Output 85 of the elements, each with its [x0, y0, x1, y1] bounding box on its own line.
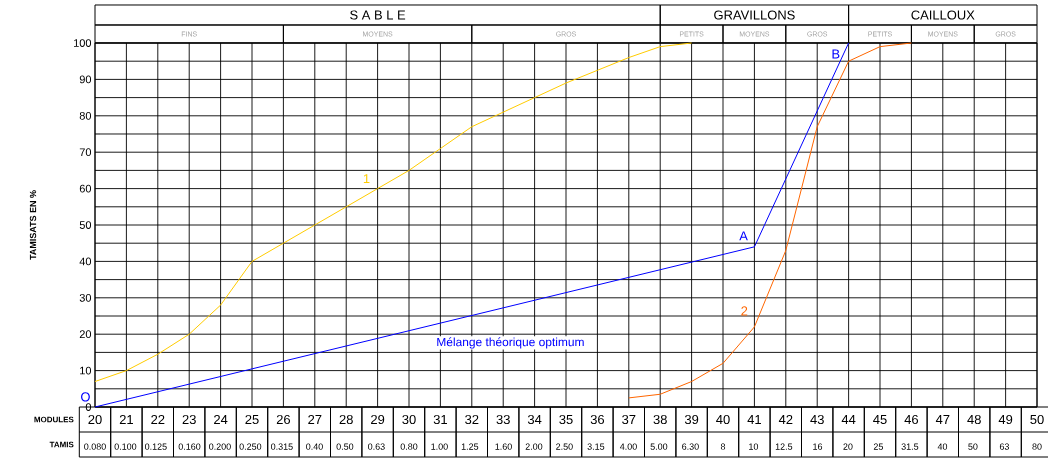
x2-tick-label: 2.50 — [556, 443, 573, 450]
x2-tick-label: 80 — [1032, 443, 1042, 450]
x2-tick-label: 10 — [749, 443, 759, 450]
y-tick-label: 80 — [79, 111, 92, 120]
x-tick-label: 42 — [778, 414, 793, 425]
text: CAILLOUX — [911, 10, 975, 20]
x2-tick-label: 12.5 — [775, 443, 793, 450]
text: S A B L E — [350, 10, 406, 20]
x2-tick-label: 8 — [720, 443, 726, 450]
x2-tick-label: 0.250 — [239, 443, 262, 450]
y-tick-label: 20 — [79, 330, 92, 339]
x-tick-label: 22 — [151, 414, 165, 425]
x-tick-label: 41 — [747, 415, 761, 424]
series-label: 2 — [741, 306, 748, 316]
x-tick-label: 49 — [998, 414, 1013, 425]
x-tick-label: 26 — [276, 414, 291, 425]
series-label: Mélange théorique optimum — [437, 337, 584, 349]
x-tick-label: 31 — [433, 414, 447, 425]
x2-tick-label: 1.60 — [495, 443, 512, 450]
y-tick-label: 100 — [74, 39, 92, 47]
x2-tick-label: 0.50 — [336, 443, 354, 450]
x-tick-label: 21 — [119, 414, 133, 425]
x-tick-label: 38 — [653, 414, 667, 425]
y-tick-label: 30 — [79, 293, 92, 302]
x2-tick-label: 0.160 — [178, 443, 201, 450]
x2-tick-label: 50 — [968, 443, 978, 450]
series-label: 1 — [363, 174, 370, 184]
x-tick-label: 28 — [339, 414, 353, 425]
x2-tick-label: 16 — [813, 443, 823, 450]
x2-tick-label: 0.125 — [144, 443, 167, 450]
x-tick-label: 43 — [810, 414, 824, 425]
x-tick-label: 20 — [88, 414, 102, 425]
y-tick-label: 50 — [79, 221, 92, 229]
x-tick-label: 25 — [245, 414, 259, 425]
x2-tick-label: 6.30 — [682, 443, 699, 450]
x-tick-label: 23 — [182, 414, 196, 425]
x2-tick-label: 0.63 — [368, 443, 385, 450]
y-axis-title: TAMISATS EN % — [29, 190, 37, 260]
x2-tick-label: 0.40 — [306, 443, 323, 450]
x2-tick-label: 63 — [999, 443, 1010, 450]
x-tick-label: 50 — [1030, 414, 1044, 425]
x2-tick-label: 20 — [843, 443, 853, 450]
annotation: O — [81, 392, 90, 402]
x2-tick-label: 25 — [873, 443, 883, 450]
y-tick-label: 0 — [85, 403, 92, 411]
x2-tick-label: 0.080 — [84, 443, 106, 450]
y-tick-label: 90 — [79, 75, 92, 84]
line-series — [628, 42, 912, 399]
annotation: A — [739, 231, 748, 241]
x2-tick-label: 1.25 — [461, 443, 479, 450]
y-tick-label: 10 — [80, 366, 92, 375]
x-tick-label: 34 — [527, 414, 542, 425]
text: GRAVILLONS — [714, 10, 795, 20]
x-tick-label: 30 — [402, 414, 416, 425]
x-tick-label: 24 — [214, 414, 228, 425]
x2-tick-label: 4.00 — [619, 443, 637, 450]
x2-tick-label: 5.00 — [650, 443, 668, 450]
x2-tick-label: 0.80 — [400, 443, 418, 450]
x-tick-label: 45 — [873, 414, 887, 425]
x-tick-label: 48 — [967, 414, 981, 425]
x2-tick-label: 0.100 — [114, 443, 137, 450]
x-tick-label: 37 — [622, 414, 636, 425]
x-tick-label: 39 — [684, 414, 699, 425]
x2-tick-label: 0.315 — [271, 443, 293, 450]
x-tick-label: 32 — [465, 414, 479, 425]
x-tick-label: 36 — [590, 414, 605, 425]
x-tick-label: 33 — [496, 414, 510, 425]
y-tick-label: 60 — [79, 184, 92, 193]
x-tick-label: 27 — [308, 414, 322, 425]
y-tick-label: 70 — [79, 148, 92, 157]
x-tick-label: 47 — [935, 415, 950, 424]
x-tick-label: 40 — [716, 414, 730, 425]
x2-tick-label: 1.00 — [431, 443, 448, 450]
x2-tick-label: 2.00 — [525, 443, 543, 450]
line-series — [94, 42, 693, 383]
x2-tick-label: 40 — [937, 443, 948, 450]
x2-tick-label: 3.15 — [587, 443, 605, 450]
annotation: B — [832, 49, 840, 59]
x-tick-label: 29 — [371, 414, 385, 425]
x-tick-label: 35 — [559, 414, 573, 425]
x-tick-label: 44 — [841, 415, 856, 424]
x2-tick-label: 31.5 — [901, 443, 919, 450]
x2-tick-label: 0.200 — [209, 443, 231, 450]
y-tick-label: 40 — [79, 257, 92, 266]
x-tick-label: 46 — [904, 414, 919, 425]
